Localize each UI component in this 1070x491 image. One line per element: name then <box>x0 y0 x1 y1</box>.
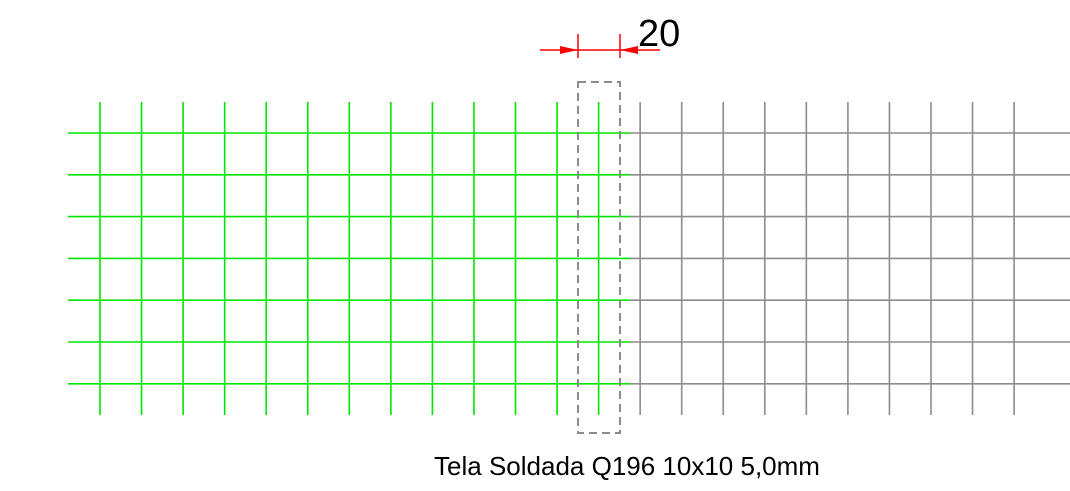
overlap-box <box>577 81 621 434</box>
caption: Tela Soldada Q196 10x10 5,0mm <box>434 451 820 481</box>
dimension-label: 20 <box>638 13 680 55</box>
dimension-arrow <box>560 46 578 54</box>
dimension-arrow <box>620 46 638 54</box>
dimension <box>540 34 660 58</box>
mesh-grid <box>68 102 1070 415</box>
